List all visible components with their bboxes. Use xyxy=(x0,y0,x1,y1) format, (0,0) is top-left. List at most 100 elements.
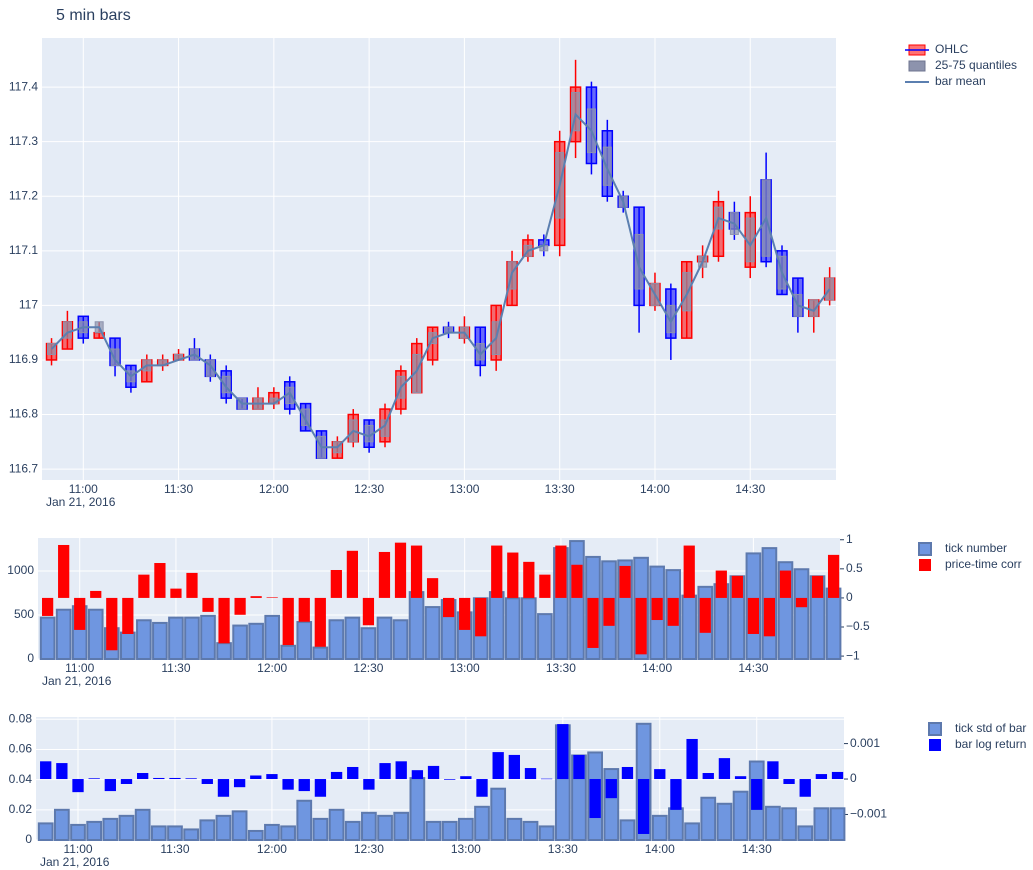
bar xyxy=(569,540,585,661)
bar xyxy=(298,779,310,792)
bar xyxy=(681,594,698,661)
bar xyxy=(795,597,808,608)
y2-tick-label: −0.5 xyxy=(846,619,870,633)
bar xyxy=(184,616,200,661)
bar xyxy=(250,775,262,780)
bar xyxy=(619,565,631,598)
y-tick-label: 0.04 xyxy=(9,772,33,786)
bar xyxy=(763,597,776,637)
bar xyxy=(217,779,230,797)
legend-symbol xyxy=(919,559,931,571)
bar xyxy=(298,597,310,622)
bar xyxy=(362,597,375,626)
legend-label: tick std of bar xyxy=(955,721,1026,735)
bar xyxy=(734,776,747,780)
bar xyxy=(411,770,424,780)
bar xyxy=(296,799,313,842)
bar xyxy=(202,597,214,612)
plot-area xyxy=(42,38,836,480)
bar xyxy=(700,796,717,841)
quantile-box xyxy=(205,359,215,377)
x-tick-label: 14:30 xyxy=(738,661,768,675)
bar xyxy=(296,621,313,660)
x-tick-label: 13:30 xyxy=(545,482,575,496)
bar xyxy=(330,569,342,598)
bar xyxy=(441,820,458,842)
bar xyxy=(507,552,519,598)
bar xyxy=(344,616,361,661)
bar xyxy=(39,616,56,661)
bar xyxy=(379,763,391,780)
bar xyxy=(684,822,700,841)
x-tick-label: 14:00 xyxy=(642,661,672,675)
bar xyxy=(815,774,828,780)
bar xyxy=(587,597,599,648)
bar xyxy=(444,779,456,780)
bar xyxy=(42,597,54,616)
bar xyxy=(395,761,407,780)
bar xyxy=(426,578,439,598)
x-tick-label: 11:00 xyxy=(69,482,98,496)
bar xyxy=(491,545,503,598)
x-tick-label: 11:30 xyxy=(164,482,193,496)
bar xyxy=(167,825,183,841)
bar xyxy=(200,614,216,661)
x-tick-label: 14:30 xyxy=(735,482,765,496)
bar xyxy=(521,597,537,661)
y2-tick-label: −1 xyxy=(846,648,860,662)
bar xyxy=(603,597,615,626)
bar xyxy=(215,814,232,842)
bar xyxy=(312,817,329,841)
bar xyxy=(831,771,844,780)
bar xyxy=(347,766,359,780)
x-tick-label: 14:00 xyxy=(645,842,675,856)
legend-label: 25-75 quantiles xyxy=(935,58,1017,72)
bar xyxy=(136,619,152,661)
bar xyxy=(102,817,119,841)
bar xyxy=(829,807,846,842)
bar xyxy=(539,574,551,598)
chart-title: 5 min bars xyxy=(56,7,131,24)
x-date-label: Jan 21, 2016 xyxy=(46,495,116,509)
bar xyxy=(555,545,567,598)
bar xyxy=(716,802,733,841)
bar xyxy=(234,597,246,615)
quantile-box xyxy=(110,348,120,366)
bar xyxy=(216,642,232,660)
quantile-box xyxy=(221,375,231,394)
bar xyxy=(248,622,264,660)
bar xyxy=(827,554,840,598)
bar xyxy=(231,810,248,841)
bar xyxy=(218,597,230,644)
quantile-box xyxy=(634,233,644,290)
bar xyxy=(813,807,830,842)
bar xyxy=(424,606,441,661)
quantile-box xyxy=(571,92,581,132)
bar xyxy=(183,828,200,842)
bar xyxy=(314,779,327,797)
x-tick-label: 12:00 xyxy=(257,661,287,675)
bar xyxy=(282,597,294,646)
bar xyxy=(504,597,521,661)
bar xyxy=(394,542,407,598)
bar xyxy=(120,631,136,660)
bar xyxy=(120,779,133,784)
bar xyxy=(409,777,426,841)
bar xyxy=(635,597,647,655)
bar xyxy=(825,587,842,660)
y-tick-label: 116.8 xyxy=(9,407,38,421)
x-tick-label: 13:00 xyxy=(449,482,479,496)
bar xyxy=(410,545,423,598)
bar xyxy=(152,621,168,660)
bar xyxy=(492,752,504,780)
bar xyxy=(425,820,442,842)
y-tick-label: 0 xyxy=(27,651,34,665)
y2-tick-label: 0 xyxy=(846,590,853,604)
bar xyxy=(168,616,184,661)
bar xyxy=(312,646,329,660)
bar xyxy=(280,644,297,660)
bar xyxy=(150,825,167,841)
bar xyxy=(621,766,634,780)
bar xyxy=(74,597,86,630)
